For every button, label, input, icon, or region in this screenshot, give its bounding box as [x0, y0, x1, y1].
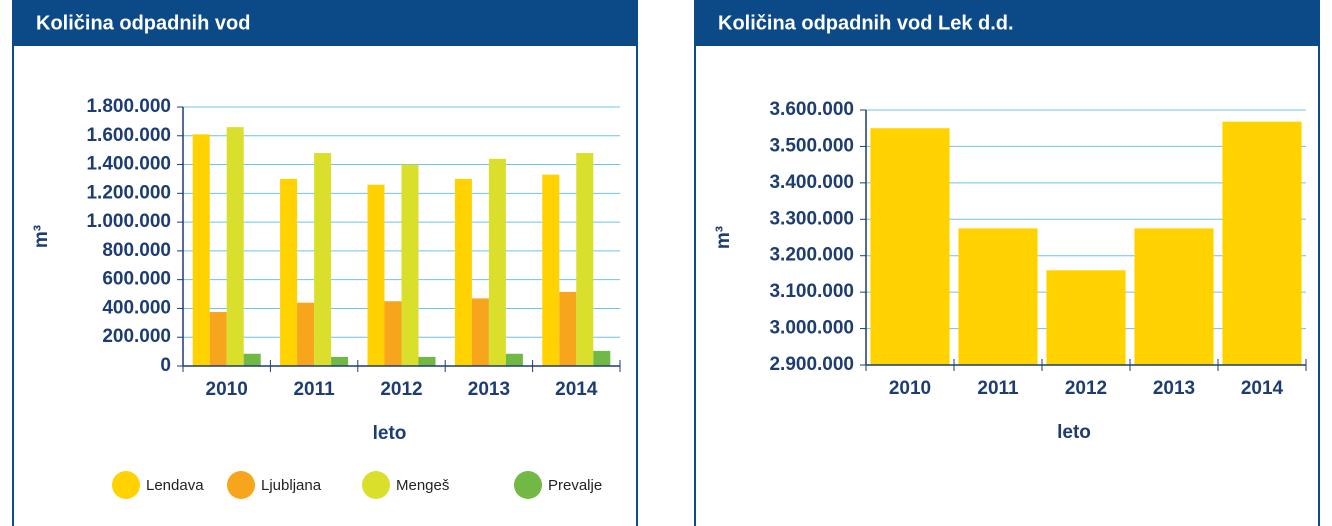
bar [559, 291, 577, 366]
y-axis-label: m³ [31, 225, 52, 248]
bar [1046, 270, 1126, 365]
y-tick-label: 3.000.000 [769, 318, 854, 339]
bar [1134, 228, 1214, 365]
y-tick-label: 400.000 [102, 297, 171, 318]
x-axis-label: leto [373, 423, 407, 444]
legend-label: Prevalje [548, 477, 602, 494]
panel-title: Količina odpadnih vod Lek d.d. [718, 12, 1014, 34]
x-tick-label: 2014 [555, 379, 598, 400]
y-tick-label: 0 [160, 355, 171, 376]
bar [209, 312, 227, 366]
bar [593, 350, 611, 366]
bar [192, 134, 210, 366]
y-tick-label: 1.000.000 [86, 211, 171, 232]
y-tick-label: 800.000 [102, 240, 171, 261]
bar [542, 174, 560, 366]
y-tick-label: 2.900.000 [769, 354, 854, 375]
y-tick-label: 3.200.000 [769, 245, 854, 266]
bar [958, 228, 1038, 365]
y-tick-label: 3.100.000 [769, 281, 854, 302]
y-axis-label: m³ [713, 226, 734, 249]
y-tick-label: 3.600.000 [769, 99, 854, 120]
bar [576, 153, 594, 366]
y-tick-label: 1.800.000 [86, 96, 171, 117]
bar [367, 184, 385, 366]
bar [870, 128, 950, 365]
bar [454, 178, 472, 366]
bar [488, 158, 506, 366]
bar [471, 298, 489, 366]
panel-header [694, 0, 1320, 46]
x-tick-label: 2010 [206, 379, 248, 400]
bar [401, 164, 419, 366]
y-tick-label: 3.300.000 [769, 208, 854, 229]
y-tick-label: 1.600.000 [86, 125, 171, 146]
x-tick-label: 2013 [1153, 378, 1195, 399]
x-tick-label: 2013 [468, 379, 510, 400]
x-tick-label: 2014 [1241, 378, 1284, 399]
bar [280, 178, 298, 366]
y-tick-label: 3.400.000 [769, 172, 854, 193]
x-tick-label: 2010 [889, 378, 931, 399]
bar [418, 356, 436, 366]
legend-label: Mengeš [396, 477, 449, 494]
y-tick-label: 1.200.000 [86, 182, 171, 203]
y-tick-label: 600.000 [102, 269, 171, 290]
bar [297, 302, 315, 366]
legend-swatch [362, 471, 390, 499]
panel-header [12, 0, 638, 46]
y-tick-label: 3.500.000 [769, 135, 854, 156]
legend-swatch [112, 471, 140, 499]
bar [226, 127, 244, 367]
x-axis-label: leto [1057, 422, 1091, 443]
x-tick-label: 2011 [293, 379, 335, 400]
x-tick-label: 2012 [380, 379, 422, 400]
legend-swatch [227, 471, 255, 499]
x-tick-label: 2011 [977, 378, 1019, 399]
bar [505, 353, 523, 366]
legend-label: Ljubljana [261, 477, 322, 494]
bar [1222, 121, 1302, 366]
bar [384, 301, 402, 366]
bar [331, 356, 349, 366]
y-tick-label: 1.400.000 [86, 154, 171, 175]
bar [314, 153, 332, 366]
bar [243, 353, 261, 366]
legend-label: Lendava [146, 477, 204, 494]
x-tick-label: 2012 [1065, 378, 1107, 399]
panel-title: Količina odpadnih vod [36, 12, 250, 34]
y-tick-label: 200.000 [102, 326, 171, 347]
legend-swatch [514, 471, 542, 499]
